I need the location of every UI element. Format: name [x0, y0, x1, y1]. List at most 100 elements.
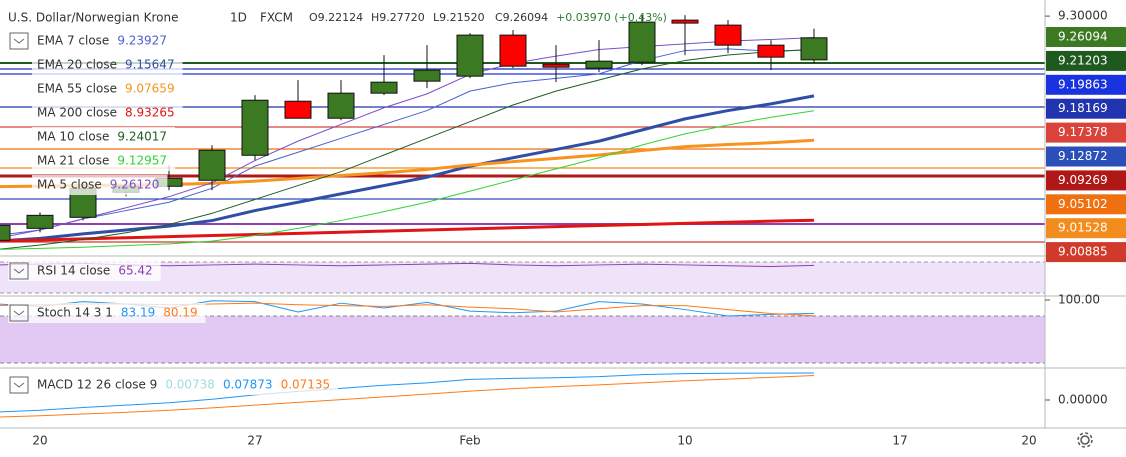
price-tag-label: 9.09269 [1058, 173, 1108, 187]
legend-bg [32, 175, 168, 195]
legend-label: MACD 12 26 close 9 [37, 378, 157, 392]
settings-icon[interactable] [1077, 432, 1093, 448]
indicator-line [0, 372, 815, 413]
legend-row: EMA 7 close 9.23927 [8, 31, 175, 51]
price-tag [1046, 27, 1126, 47]
legend-value: 80.19 [163, 306, 197, 320]
price-tag [1046, 170, 1126, 191]
legend-row: RSI 14 close 65.42 [8, 261, 161, 281]
candle-body [0, 224, 11, 241]
candle-body [585, 60, 613, 69]
price-tag-label: 9.00885 [1058, 245, 1108, 259]
gear-teeth [1077, 432, 1093, 448]
candle-body [628, 21, 656, 63]
legend-label: EMA 7 close [37, 34, 109, 48]
price-tag-label: 9.12872 [1058, 149, 1108, 163]
indicator-line [0, 48, 815, 250]
x-tick-label: 17 [892, 434, 907, 448]
legend-value: 65.42 [118, 264, 152, 278]
price-tag [1046, 194, 1126, 215]
legend-row: MACD 12 26 close 9 0.00738 0.07873 0.07135 [8, 375, 339, 395]
legend-toggle [9, 304, 29, 322]
price-tag [1046, 98, 1126, 119]
legend-bg [32, 103, 183, 123]
rsi-band [0, 262, 1045, 293]
source: FXCM [260, 11, 293, 25]
legend-label: RSI 14 close [37, 264, 110, 278]
legend-value: 9.07659 [125, 82, 175, 96]
legend-value: 9.23927 [117, 34, 167, 48]
y-tick-label: 0.00000 [1058, 392, 1108, 406]
y-tick-label: 100.00 [1058, 292, 1100, 306]
candle-body [327, 92, 355, 119]
legend-toggle [9, 262, 29, 280]
legend-row: EMA 55 close 9.07659 [32, 79, 183, 99]
legend-label: Stoch 14 3 1 [37, 306, 113, 320]
candle-body [413, 69, 441, 82]
stoch-band [0, 316, 1045, 363]
price-tag [1046, 242, 1126, 263]
legend-row: MA 10 close 9.24017 [32, 127, 175, 147]
x-tick-label: 27 [247, 434, 262, 448]
low: L9.21520 [433, 11, 485, 24]
legend-toggle [9, 376, 29, 394]
legend-bg [8, 303, 206, 323]
legend-value: 9.12957 [117, 154, 167, 168]
legend-value: 8.93265 [125, 106, 175, 120]
candle-body [370, 81, 398, 94]
legend-bg [8, 261, 161, 281]
legend-bg [8, 31, 175, 51]
candle-body [757, 44, 785, 58]
price-tag-label: 9.18169 [1058, 101, 1108, 115]
candle-body [499, 34, 527, 67]
legend-bg [8, 375, 339, 395]
legend-bg [32, 127, 175, 147]
change: +0.03970 (+0.43%) [556, 11, 667, 24]
legend-bg [32, 79, 183, 99]
interval: 1D [230, 11, 247, 25]
candle-body [714, 24, 742, 46]
legend-label: MA 10 close [37, 130, 109, 144]
close: C9.26094 [495, 11, 548, 24]
indicator-line [0, 218, 815, 243]
price-tag-label: 9.21203 [1058, 53, 1108, 67]
legend-value: 0.07135 [281, 378, 331, 392]
y-tick-label: 9.30000 [1058, 9, 1108, 23]
legend-value: 0.07873 [223, 378, 273, 392]
legend-value: 83.19 [121, 306, 155, 320]
candle-body [800, 37, 828, 61]
candle-body [26, 214, 54, 229]
open: O9.22124 [309, 11, 363, 24]
gear-center [1080, 435, 1090, 445]
header: U.S. Dollar/Norwegian Krone 1D FXCM O9.2… [8, 11, 667, 25]
frame [0, 0, 1126, 429]
legend-row: MA 200 close 8.93265 [32, 103, 183, 123]
indicator-line [0, 375, 815, 418]
legend-label: EMA 20 close [37, 58, 117, 72]
indicator-line [0, 94, 815, 243]
price-tag [1046, 122, 1126, 143]
indicator-line [0, 110, 815, 250]
x-tick-label: 20 [1021, 434, 1036, 448]
x-tick-label: Feb [459, 434, 480, 448]
legend-row: EMA 20 close 9.15647 [32, 55, 183, 75]
high: H9.27720 [371, 11, 425, 24]
candle-body [456, 34, 484, 77]
candle-body [671, 19, 699, 24]
legend-value: 9.15647 [125, 58, 175, 72]
indicator-line [0, 48, 815, 236]
legend-toggle [9, 32, 29, 50]
legend-label: MA 200 close [37, 106, 117, 120]
price-tag-label: 9.01528 [1058, 221, 1108, 235]
price-tag-label: 9.26094 [1058, 30, 1108, 44]
price-tag-label: 9.19863 [1058, 77, 1108, 91]
legend-row: MA 5 close 9.26120 [32, 175, 168, 195]
price-tag [1046, 50, 1126, 71]
candle-body [284, 100, 312, 119]
legend-label: MA 21 close [37, 154, 109, 168]
price-tag-label: 9.05102 [1058, 197, 1108, 211]
x-tick-label: 20 [32, 434, 47, 448]
price-tag [1046, 146, 1126, 167]
price-tag [1046, 218, 1126, 239]
